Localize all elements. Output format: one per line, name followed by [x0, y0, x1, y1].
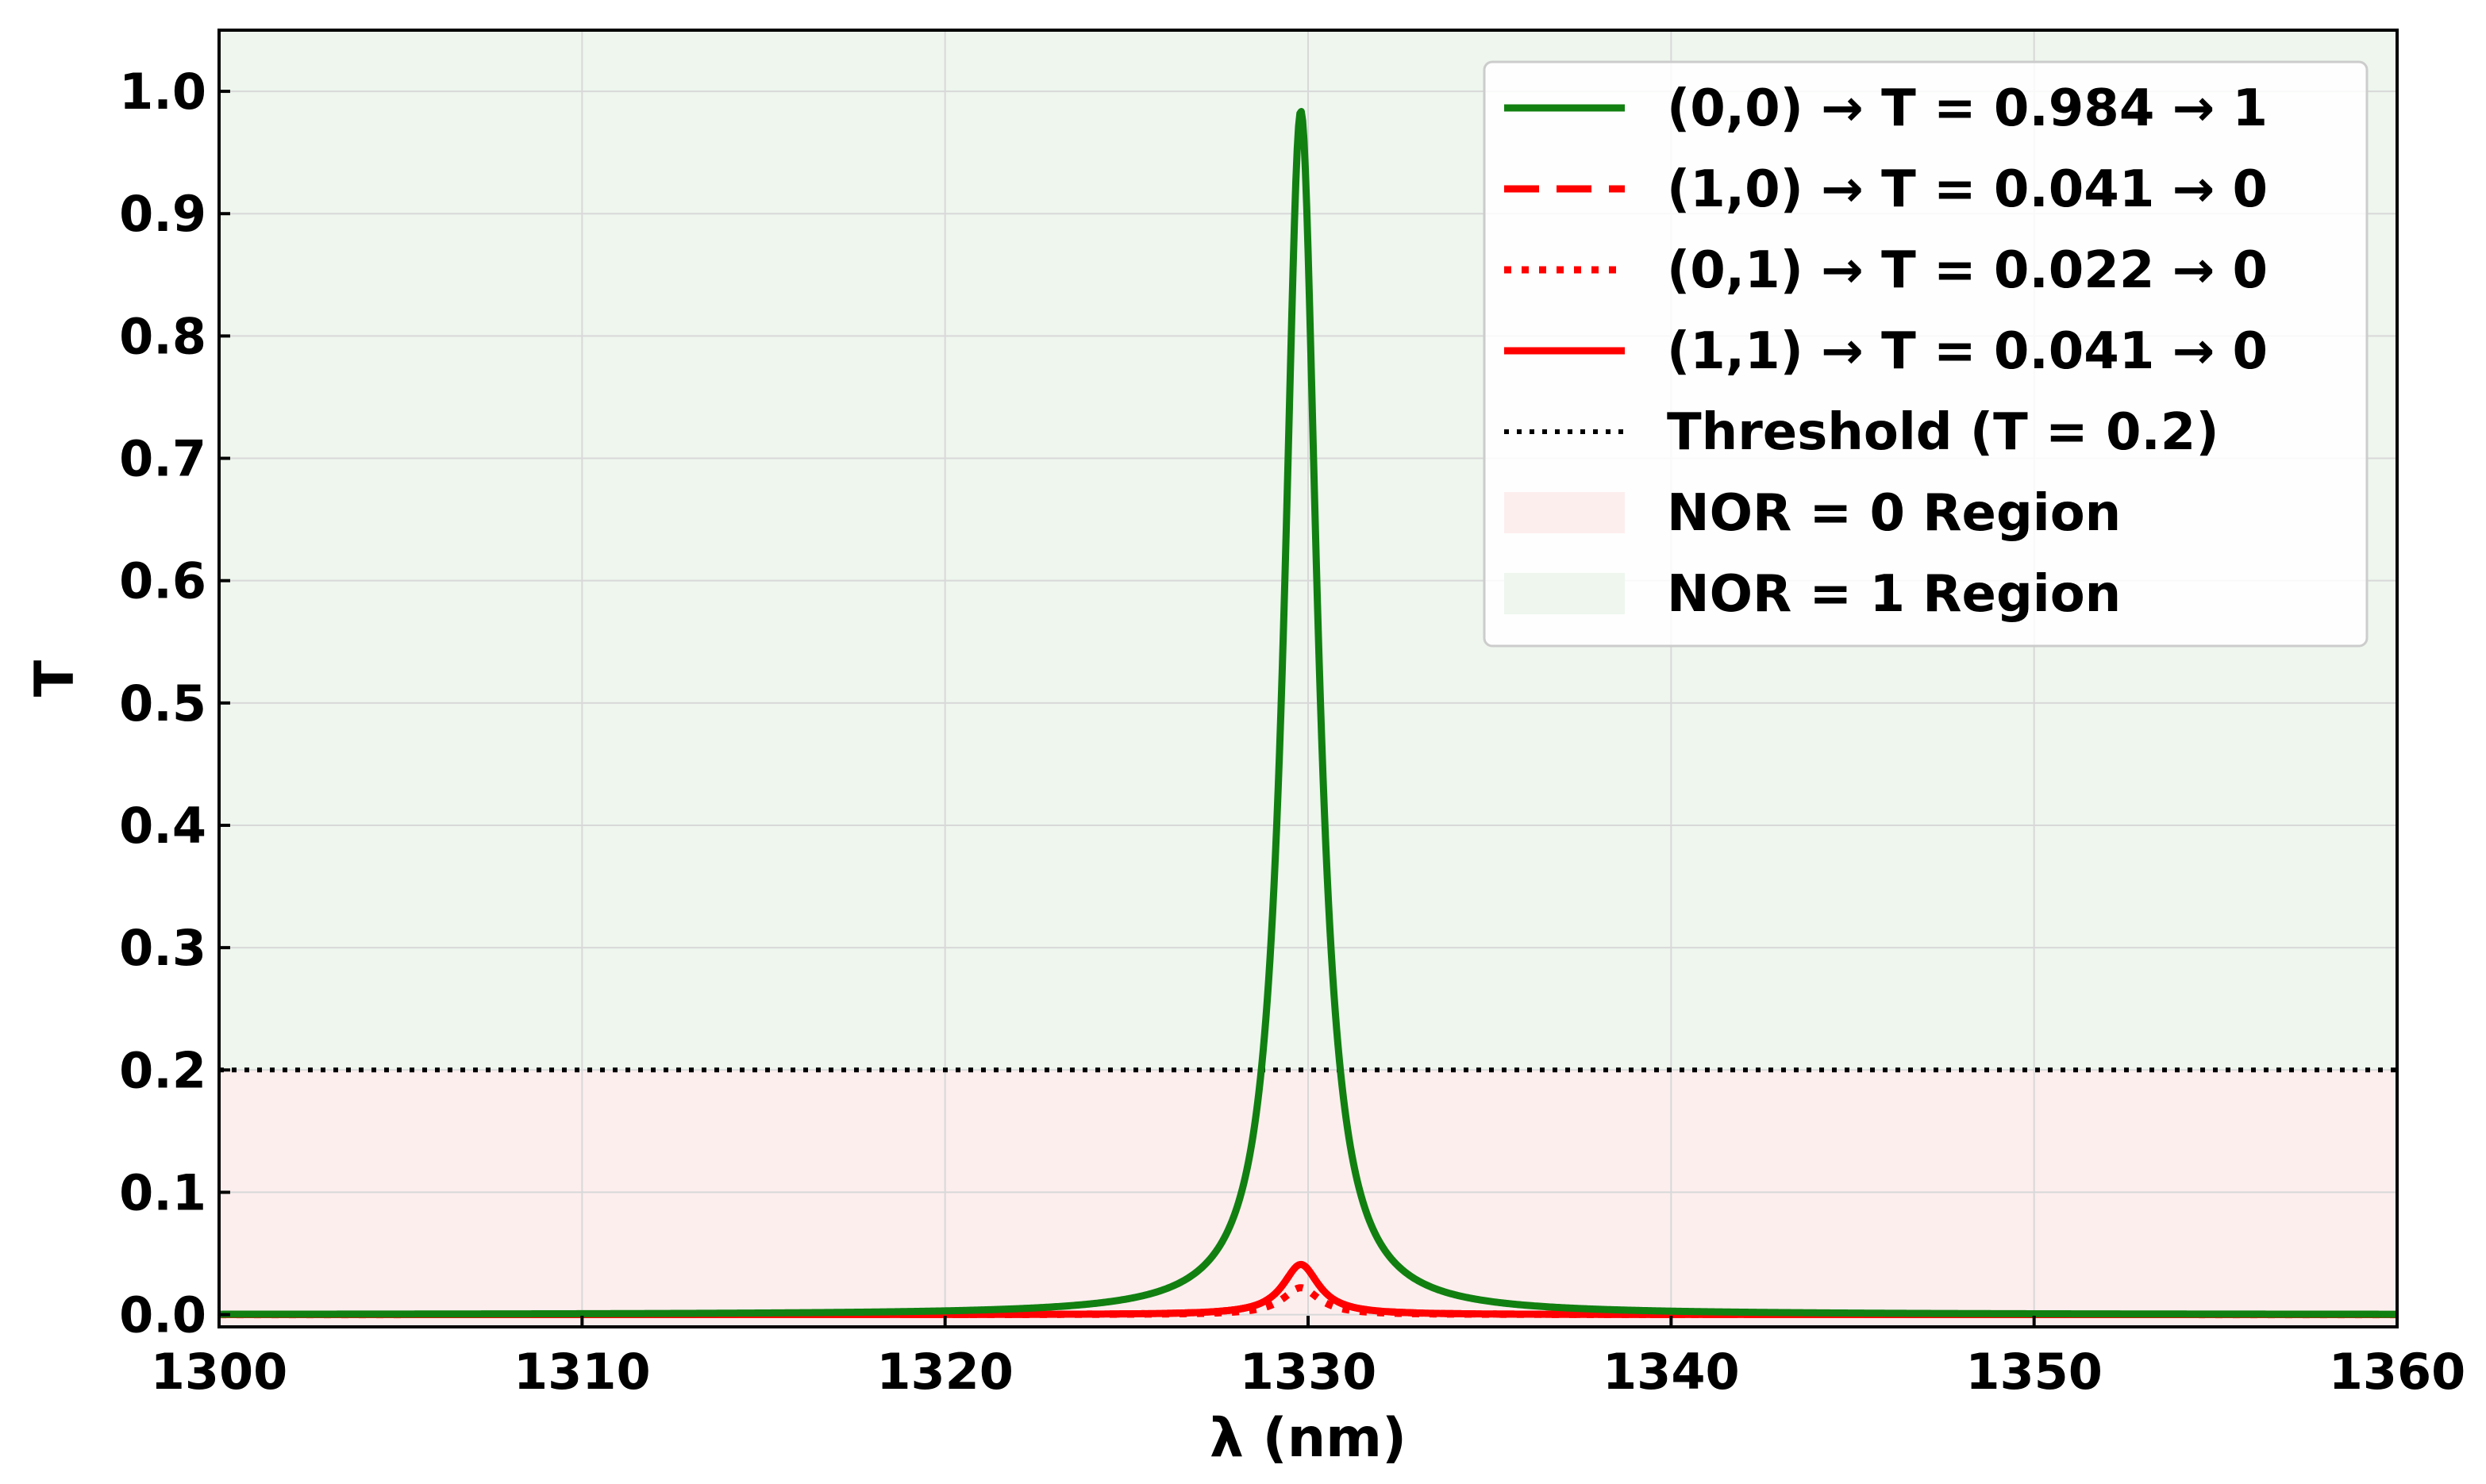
legend-label-1: (1,0) → T = 0.041 → 0 — [1667, 160, 2268, 219]
legend-item-4: Threshold (T = 0.2) — [1504, 403, 2219, 462]
x-tick-label-4: 1340 — [1603, 1343, 1740, 1401]
x-tick-label-6: 1360 — [2329, 1343, 2466, 1401]
legend-label-0: (0,0) → T = 0.984 → 1 — [1667, 79, 2268, 138]
legend-item-0: (0,0) → T = 0.984 → 1 — [1504, 79, 2268, 138]
tick-layer: 1300 1310 1320 1330 1340 1350 1360 0.0 0.1 0.2 0.3… — [119, 63, 2465, 1401]
y-tick-label-7: 0.7 — [119, 430, 206, 488]
y-tick-label-3: 0.3 — [119, 919, 206, 977]
legend-label-2: (0,1) → T = 0.022 → 0 — [1667, 241, 2268, 300]
legend-label-5: NOR = 0 Region — [1667, 484, 2121, 543]
x-axis-label: λ (nm) — [1210, 1407, 1407, 1470]
y-tick-label-10: 1.0 — [119, 63, 206, 121]
series-layer — [217, 108, 2399, 1319]
y-tick-label-4: 0.4 — [119, 797, 206, 855]
legend-item-2: (0,1) → T = 0.022 → 0 — [1504, 241, 2268, 300]
legend-swatch-5 — [1504, 492, 1625, 533]
x-tick-label-2: 1320 — [876, 1343, 1014, 1401]
y-tick-label-9: 0.9 — [119, 185, 206, 243]
legend-item-1: (1,0) → T = 0.041 → 0 — [1504, 160, 2268, 219]
legend-swatch-6 — [1504, 573, 1625, 614]
x-tick-label-5: 1350 — [1965, 1343, 2103, 1401]
y-tick-label-6: 0.6 — [119, 552, 206, 610]
y-tick-label-0: 0.0 — [119, 1286, 206, 1344]
legend-box — [1483, 60, 2369, 648]
legend: (0,0) → T = 0.984 → 1 (1,0) → T = 0.041 →… — [1483, 60, 2369, 648]
legend-item-5: NOR = 0 Region — [1504, 484, 2121, 543]
y-tick-label-2: 0.2 — [119, 1041, 206, 1099]
legend-item-3: (1,1) → T = 0.041 → 0 — [1504, 322, 2268, 381]
x-tick-label-3: 1330 — [1240, 1343, 1377, 1401]
y-tick-label-1: 0.1 — [119, 1163, 206, 1221]
y-tick-label-5: 0.5 — [119, 675, 206, 732]
x-tick-label-0: 1300 — [151, 1343, 288, 1401]
y-axis-label: T — [24, 659, 87, 697]
series-line-0 — [217, 108, 2399, 1318]
legend-label-6: NOR = 1 Region — [1667, 565, 2121, 624]
x-tick-label-1: 1310 — [514, 1343, 651, 1401]
legend-label-4: Threshold (T = 0.2) — [1667, 403, 2219, 462]
legend-item-6: NOR = 1 Region — [1504, 565, 2121, 624]
legend-label-3: (1,1) → T = 0.041 → 0 — [1667, 322, 2268, 381]
y-tick-label-8: 0.8 — [119, 307, 206, 365]
